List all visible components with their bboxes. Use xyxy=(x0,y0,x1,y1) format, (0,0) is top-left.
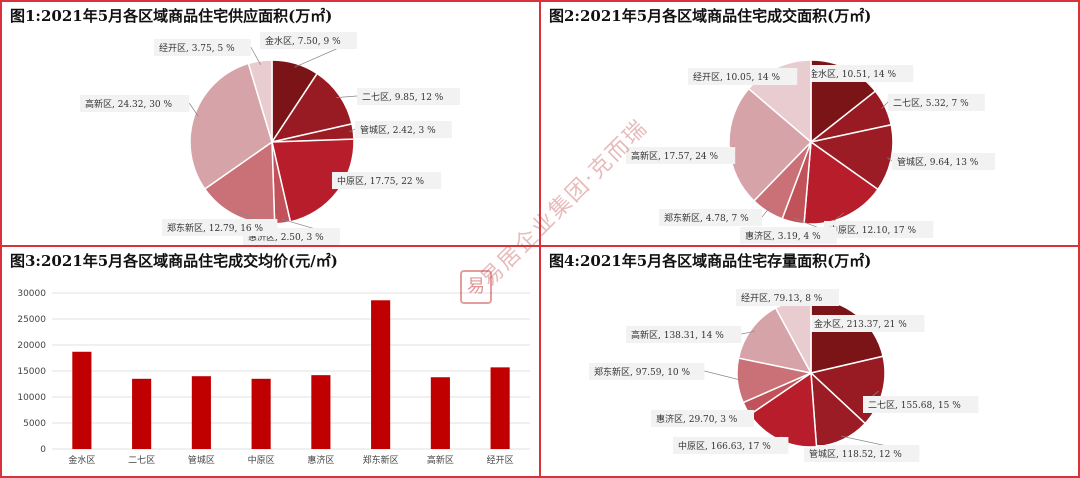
inventory-area-pie-chart: 金水区, 213.37, 21 % 二七区, 155.68, 15 % 管城区, 1… xyxy=(589,289,979,462)
svg-text:惠济区, 3.19, 4 %: 惠济区, 3.19, 4 % xyxy=(745,230,821,242)
svg-text:郑东新区, 12.79, 16 %: 郑东新区, 12.79, 16 % xyxy=(167,222,264,234)
supply-area-pie-chart: 金水区, 7.50, 9 % 二七区, 9.85, 12 % 管城区, 2.42, … xyxy=(80,32,460,245)
transaction-area-pie-chart: 金水区, 10.51, 14 % 二七区, 5.32, 7 % 管城区, 9.64,… xyxy=(626,59,995,244)
bar xyxy=(430,377,450,449)
average-price-bar-chart: 0 5000 10000 15000 20000 25000 30000 金水区 二七区 管城区 中… xyxy=(17,289,530,466)
x-tick-label: 二七区 xyxy=(128,455,155,466)
pie-data-label: 惠济区, 29.70, 3 % xyxy=(651,410,754,427)
svg-text:中原区, 17.75, 22 %: 中原区, 17.75, 22 % xyxy=(337,175,425,187)
pie-data-label: 经开区, 79.13, 8 % xyxy=(736,289,839,306)
y-tick-label: 30000 xyxy=(17,289,46,299)
pie-leader-line xyxy=(881,101,889,110)
svg-text:金水区, 7.50, 9 %: 金水区, 7.50, 9 % xyxy=(265,35,341,47)
pie-data-label: 金水区, 213.37, 21 % xyxy=(809,315,925,332)
pie-data-label: 中原区, 17.75, 22 % xyxy=(332,172,442,189)
chart-title: 图2:2021年5月各区域商品住宅成交面积(万㎡) xyxy=(549,7,872,25)
chart-title: 图3:2021年5月各区域商品住宅成交均价(元/㎡) xyxy=(10,252,338,270)
pie-data-label: 经开区, 10.05, 14 % xyxy=(688,68,798,85)
pie-slice xyxy=(247,59,273,143)
pie-slice xyxy=(189,62,273,191)
svg-text:高新区, 24.32, 30 %: 高新区, 24.32, 30 % xyxy=(85,98,173,110)
y-tick-label: 0 xyxy=(40,445,46,455)
chart-title: 图4:2021年5月各区域商品住宅存量面积(万㎡) xyxy=(549,252,872,270)
pie-leader-line xyxy=(349,128,356,133)
bar xyxy=(132,378,152,449)
bar xyxy=(191,376,211,449)
x-tick-label: 管城区 xyxy=(188,454,215,466)
transaction-area-panel: 图2:2021年5月各区域商品住宅成交面积(万㎡) 金水区, 10.51, 14… xyxy=(539,0,1080,247)
svg-text:二七区, 5.32, 7 %: 二七区, 5.32, 7 % xyxy=(893,98,969,109)
svg-text:管城区, 118.52, 12 %: 管城区, 118.52, 12 % xyxy=(809,448,902,460)
x-tick-label: 郑东新区 xyxy=(363,454,399,466)
bar xyxy=(371,300,391,449)
svg-text:金水区, 213.37, 21 %: 金水区, 213.37, 21 % xyxy=(814,318,907,330)
svg-text:管城区, 2.42, 3 %: 管城区, 2.42, 3 % xyxy=(360,124,436,136)
pie-leader-line xyxy=(887,157,893,162)
x-tick-label: 惠济区 xyxy=(307,454,334,466)
pie-data-label: 二七区, 155.68, 15 % xyxy=(863,396,979,413)
pie-data-label: 高新区, 17.57, 24 % xyxy=(626,147,736,164)
svg-text:中原区, 166.63, 17 %: 中原区, 166.63, 17 % xyxy=(678,440,771,452)
y-tick-label: 25000 xyxy=(17,315,46,325)
svg-text:经开区, 10.05, 14 %: 经开区, 10.05, 14 % xyxy=(693,71,781,83)
pie-leader-line xyxy=(336,95,358,98)
x-tick-label: 中原区 xyxy=(248,454,275,466)
x-tick-label: 经开区 xyxy=(487,454,514,466)
x-tick-label: 高新区 xyxy=(427,454,454,466)
supply-area-panel: 图1:2021年5月各区域商品住宅供应面积(万㎡) 金水区, 7.50, 9 %… xyxy=(0,0,541,247)
y-tick-label: 20000 xyxy=(17,341,46,351)
pie-data-label: 管城区, 2.42, 3 % xyxy=(355,121,452,138)
pie-slice xyxy=(737,306,813,375)
average-price-panel: 图3:2021年5月各区域商品住宅成交均价(元/㎡) 0 5000 10000 150… xyxy=(0,245,541,478)
pie-data-label: 中原区, 12.10, 17 % xyxy=(824,221,934,238)
y-tick-label: 15000 xyxy=(17,367,46,377)
inventory-area-panel: 图4:2021年5月各区域商品住宅存量面积(万㎡) 金水区, 213.37, 2… xyxy=(539,245,1080,478)
bar xyxy=(311,375,331,449)
pie-leader-line xyxy=(704,370,742,381)
pie-leader-line xyxy=(250,46,261,65)
x-tick-label: 金水区 xyxy=(68,454,95,466)
pie-data-label: 金水区, 7.50, 9 % xyxy=(260,32,357,49)
pie-leader-line xyxy=(188,102,199,117)
svg-text:二七区, 9.85, 12 %: 二七区, 9.85, 12 % xyxy=(362,92,444,103)
svg-text:管城区, 9.64, 13 %: 管城区, 9.64, 13 % xyxy=(897,156,979,168)
svg-text:二七区, 155.68, 15 %: 二七区, 155.68, 15 % xyxy=(868,400,961,411)
chart-title: 图1:2021年5月各区域商品住宅供应面积(万㎡) xyxy=(10,7,333,25)
pie-leader-line xyxy=(741,330,755,335)
pie-data-label: 经开区, 3.75, 5 % xyxy=(154,39,251,56)
bar xyxy=(72,351,92,449)
pie-data-label: 郑东新区, 4.78, 7 % xyxy=(659,209,762,226)
pie-data-label: 郑东新区, 12.79, 16 % xyxy=(162,219,278,236)
pie-slice xyxy=(728,87,813,202)
pie-data-label: 二七区, 5.32, 7 % xyxy=(888,94,985,111)
pie-slice xyxy=(270,72,353,144)
pie-leader-line xyxy=(761,207,770,218)
svg-text:郑东新区, 97.59, 10 %: 郑东新区, 97.59, 10 % xyxy=(594,366,691,378)
pie-data-label: 郑东新区, 97.59, 10 % xyxy=(589,363,705,380)
bar xyxy=(251,378,271,449)
svg-text:经开区, 3.75, 5 %: 经开区, 3.75, 5 % xyxy=(159,42,235,54)
pie-data-label: 高新区, 24.32, 30 % xyxy=(80,95,190,112)
pie-data-label: 中原区, 166.63, 17 % xyxy=(673,437,789,454)
pie-data-label: 高新区, 138.31, 14 % xyxy=(626,326,742,343)
pie-slice xyxy=(809,123,894,191)
bar xyxy=(490,367,510,449)
pie-data-label: 惠济区, 3.19, 4 % xyxy=(740,227,837,244)
svg-text:金水区, 10.51, 14 %: 金水区, 10.51, 14 % xyxy=(809,68,897,80)
svg-text:惠济区, 29.70, 3 %: 惠济区, 29.70, 3 % xyxy=(656,413,738,425)
y-tick-label: 10000 xyxy=(17,393,46,403)
pie-data-label: 管城区, 9.64, 13 % xyxy=(892,153,995,170)
y-tick-label: 5000 xyxy=(23,419,46,429)
pie-data-label: 管城区, 118.52, 12 % xyxy=(804,445,920,462)
svg-text:高新区, 138.31, 14 %: 高新区, 138.31, 14 % xyxy=(631,329,724,341)
watermark-seal-logo: 易 xyxy=(460,270,492,304)
svg-text:中原区, 12.10, 17 %: 中原区, 12.10, 17 % xyxy=(829,224,917,236)
svg-text:高新区, 17.57, 24 %: 高新区, 17.57, 24 % xyxy=(631,150,719,162)
svg-text:郑东新区, 4.78, 7 %: 郑东新区, 4.78, 7 % xyxy=(664,212,749,224)
svg-text:经开区, 79.13, 8 %: 经开区, 79.13, 8 % xyxy=(741,292,823,304)
pie-slice xyxy=(271,138,355,223)
pie-data-label: 金水区, 10.51, 14 % xyxy=(804,65,914,82)
pie-data-label: 二七区, 9.85, 12 % xyxy=(357,88,460,105)
